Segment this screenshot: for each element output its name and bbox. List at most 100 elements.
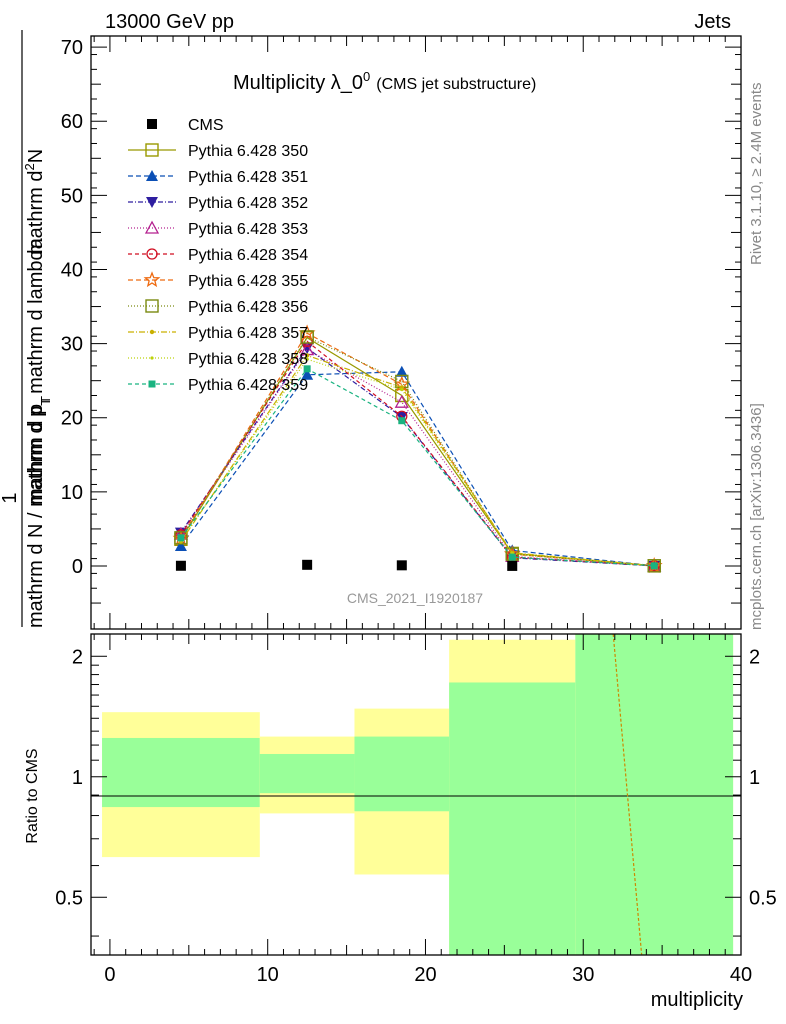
ratio-tick-label: 2 — [72, 646, 83, 668]
ratio-band-green — [354, 736, 450, 812]
ratio-mc-line — [612, 633, 643, 955]
series-359 — [177, 365, 658, 570]
ratio-y-ticks: 0.5 0.5 1 1 2 2 — [55, 646, 777, 937]
legend-entry-355: Pythia 6.428 355 — [128, 271, 308, 290]
legend-label: CMS — [188, 117, 224, 134]
y-axis-label-lower: mathrm d N / mathrm d pT — [25, 398, 53, 628]
cms-point — [396, 560, 407, 571]
x-axis-ticks: 0 10 20 30 40 — [93, 36, 752, 986]
header-energy-label: 13000 GeV pp — [105, 11, 234, 33]
main-frame — [90, 35, 742, 630]
y-tick-label: 0 — [72, 556, 83, 578]
series-line — [180, 336, 655, 567]
series-point — [395, 365, 408, 377]
legend-entry-359: Pythia 6.428 359 — [128, 377, 308, 394]
y-tick-label: 10 — [61, 482, 83, 504]
series-line — [180, 340, 655, 567]
y-axis-label-one: 1 — [0, 492, 21, 503]
legend-label: Pythia 6.428 350 — [188, 143, 308, 160]
legend-entry-350: Pythia 6.428 350 — [128, 143, 308, 160]
series-point — [400, 387, 404, 392]
series-point — [304, 353, 310, 358]
series-point — [300, 330, 314, 344]
series-point — [301, 368, 314, 380]
legend-marker — [143, 271, 161, 288]
series-point — [174, 531, 188, 545]
ratio-tick-label-right: 0.5 — [749, 887, 777, 909]
series-point — [394, 394, 409, 408]
legend-marker — [145, 299, 159, 313]
legend-entry-357: Pythia 6.428 357 — [128, 325, 308, 342]
chart-title: Multiplicity λ_00 (CMS jet substructure) — [233, 69, 536, 94]
ratio-tick-label-right: 2 — [749, 646, 760, 668]
ratio-axis-label: Ratio to CMS — [24, 748, 41, 843]
legend-marker — [146, 248, 158, 260]
y-axis-label: mathrm d2N mathrm d pTmathrm d lambda 1 … — [0, 30, 53, 628]
cms-point — [507, 560, 518, 571]
legend-entry-353: Pythia 6.428 353 — [128, 220, 308, 238]
legend-label: Pythia 6.428 355 — [188, 273, 308, 290]
legend-entry-cms: CMS — [147, 117, 224, 134]
legend-entry-356: Pythia 6.428 356 — [128, 299, 308, 316]
legend-marker — [149, 329, 155, 335]
y-tick-label: 30 — [61, 334, 83, 356]
ratio-tick-label: 1 — [72, 767, 83, 789]
x-tick-label: 40 — [730, 964, 752, 986]
y-axis-label-numerator: mathrm d2N — [22, 149, 47, 255]
ratio-band-green — [102, 737, 260, 808]
ratio-tick-label: 0.5 — [55, 887, 83, 909]
series-layer — [172, 324, 663, 573]
ratio-panel: 0.5 0.5 1 1 2 2 0 10 20 30 40 — [55, 36, 777, 986]
series-point — [174, 539, 187, 551]
series-point — [305, 357, 309, 361]
x-axis-label: multiplicity — [651, 989, 743, 1011]
legend-marker — [144, 220, 160, 234]
side-rivet-label: Rivet 3.1.10, ≥ 2.4M events — [748, 83, 765, 266]
legend-label: Pythia 6.428 351 — [188, 169, 308, 186]
ratio-band-green — [259, 753, 355, 794]
legend-label: Pythia 6.428 358 — [188, 351, 308, 368]
main-y-ticks: 0 10 20 30 40 50 60 70 — [61, 37, 741, 604]
legend-marker — [150, 356, 154, 360]
x-tick-label: 0 — [104, 964, 115, 986]
y-tick-label: 50 — [61, 185, 83, 207]
y-axis-label-denominator-b: mathrm d pTmathrm d lambda — [25, 237, 53, 505]
series-351 — [174, 365, 661, 571]
legend-entry-351: Pythia 6.428 351 — [128, 169, 308, 186]
header-jets-label: Jets — [694, 11, 731, 33]
x-tick-label: 30 — [572, 964, 594, 986]
series-line — [180, 358, 655, 567]
side-mcplots-label: mcplots.cern.ch [arXiv:1306.3436] — [748, 403, 765, 630]
watermark: CMS_2021_I1920187 — [347, 590, 483, 606]
ratio-frame — [90, 633, 742, 956]
series-point — [303, 365, 311, 373]
y-tick-label: 60 — [61, 111, 83, 133]
legend-marker — [146, 170, 158, 181]
main-panel: 0 10 20 30 40 50 60 70 CMS_2021_I1920187 Multip… — [61, 35, 742, 630]
x-tick-label: 10 — [257, 964, 279, 986]
cms-point — [302, 559, 313, 570]
legend-label: Pythia 6.428 359 — [188, 377, 308, 394]
legend-entry-358: Pythia 6.428 358 — [128, 351, 308, 368]
series-point — [177, 534, 185, 542]
legend-label: Pythia 6.428 354 — [188, 247, 308, 264]
ratio-bands — [102, 634, 734, 955]
legend: CMS Pythia 6.428 350 Pythia 6.428 351 Pythi… — [128, 117, 308, 394]
legend-entry-354: Pythia 6.428 354 — [128, 247, 308, 264]
series-line — [180, 332, 655, 567]
ratio-band-green — [449, 682, 576, 955]
y-tick-label: 70 — [61, 37, 83, 59]
ratio-mc-lines — [612, 633, 643, 955]
legend-label: Pythia 6.428 353 — [188, 221, 308, 238]
legend-entry-352: Pythia 6.428 352 — [128, 195, 308, 212]
series-point — [398, 417, 406, 425]
legend-cms-marker — [147, 119, 157, 129]
y-tick-label: 40 — [61, 259, 83, 281]
ratio-tick-label-right: 1 — [749, 767, 760, 789]
legend-label: Pythia 6.428 357 — [188, 325, 308, 342]
legend-marker — [146, 197, 158, 208]
y-tick-label: 20 — [61, 408, 83, 430]
legend-marker — [148, 380, 156, 388]
legend-marker — [145, 143, 159, 157]
